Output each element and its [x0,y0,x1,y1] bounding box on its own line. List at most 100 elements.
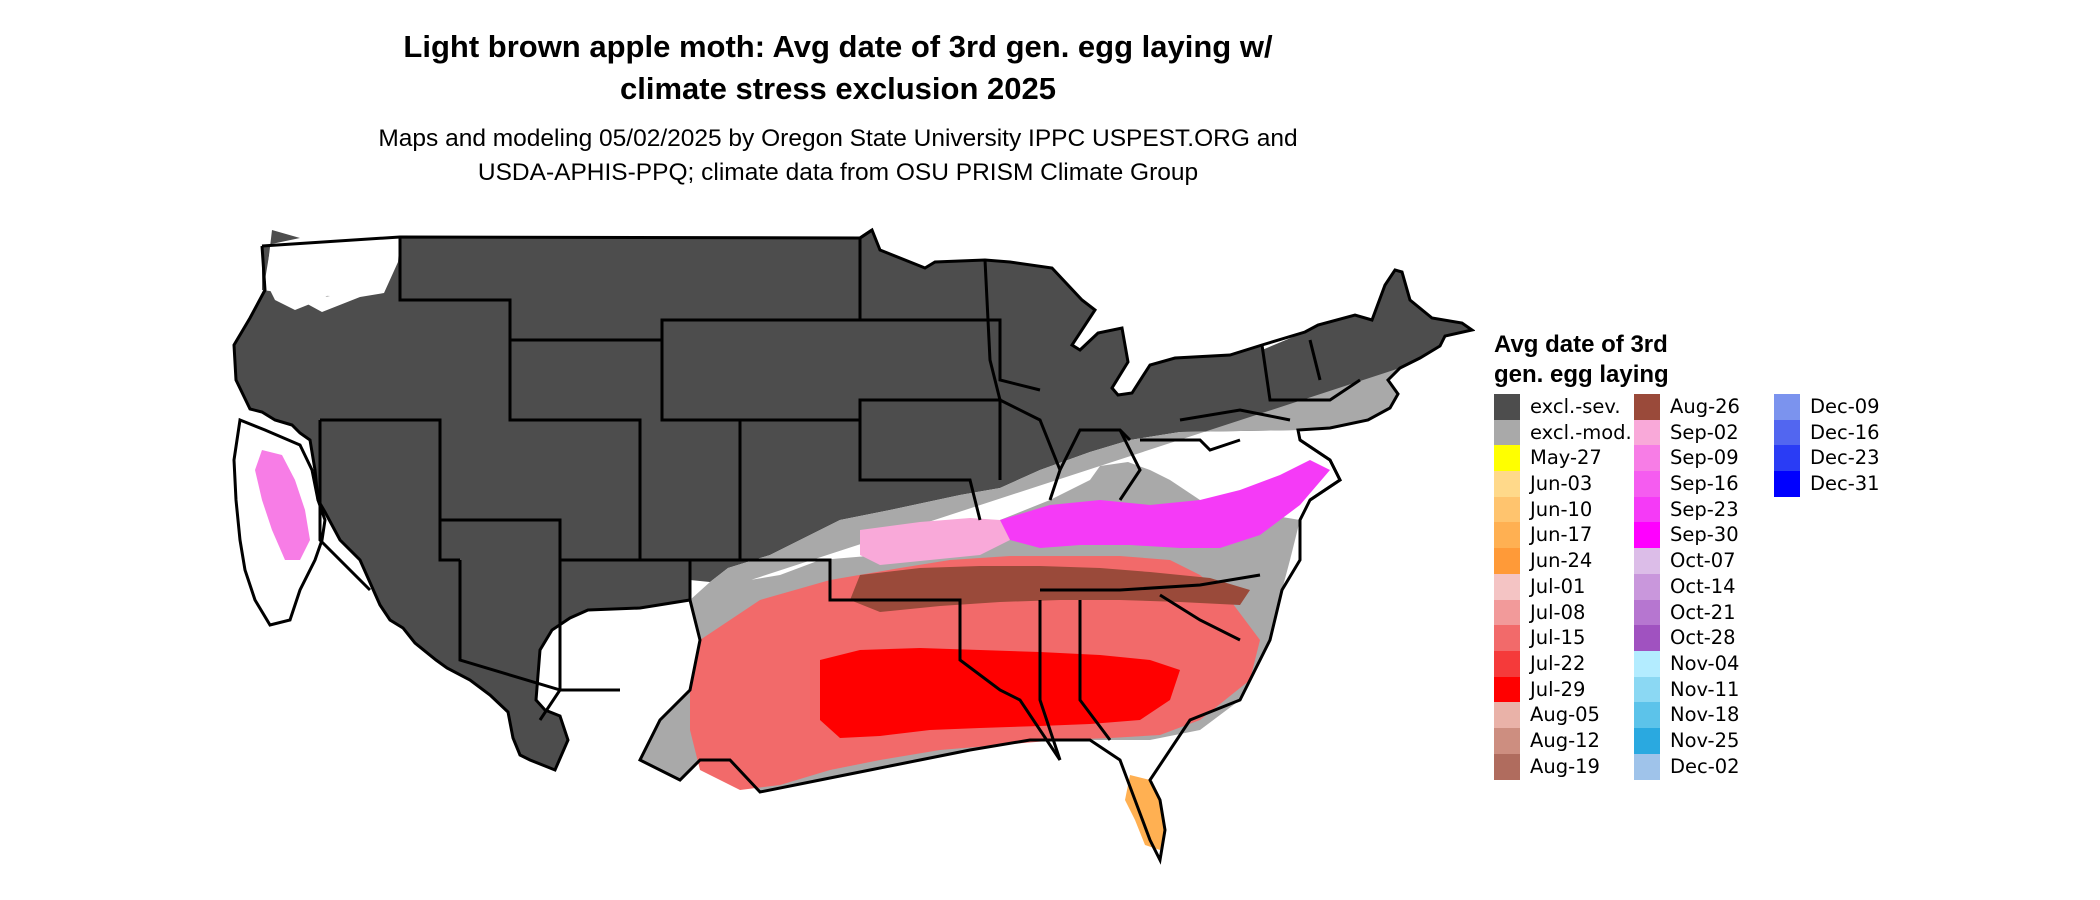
legend-swatch [1634,599,1660,626]
state-border-line [1308,339,1322,381]
legend-swatch [1634,702,1660,729]
state-border-line [1040,573,1261,592]
legend-label: Sep-30 [1670,523,1739,547]
legend-label: Oct-28 [1670,626,1736,650]
legend-swatch [1634,445,1660,472]
legend-label: Sep-02 [1670,420,1739,444]
legend-swatch [1634,650,1660,677]
map-subtitle-line-2: USDA-APHIS-PPQ; climate data from OSU PR… [477,159,1199,186]
legend-swatch [1634,625,1660,652]
legend-swatch [1494,419,1520,446]
legend-swatch [1494,496,1520,523]
legend-swatch [1494,650,1520,677]
legend-label: Nov-25 [1670,728,1740,752]
legend-label: Nov-18 [1670,703,1740,727]
legend-swatch [1634,676,1660,703]
state-border-line [958,625,1062,761]
state-border-line [440,518,640,562]
legend-label: Oct-21 [1670,600,1736,624]
legend-label: Aug-05 [1530,703,1600,727]
legend-label: excl.-sev. [1530,395,1621,418]
map-title-line-1: Light brown apple moth: Avg date of 3rd … [403,29,1273,64]
legend-swatch [1634,471,1660,498]
legend-label: Sep-23 [1670,497,1739,521]
legend-swatch [1774,471,1800,498]
legend-title-line-1: Avg date of 3rd [1494,331,1668,358]
legend-label: Nov-04 [1670,651,1740,675]
map-pink-band [860,518,1010,565]
map-subtitle-line-1: Maps and modeling 05/02/2025 by Oregon S… [378,125,1298,152]
legend-swatch [1634,522,1660,549]
legend-swatch [1634,419,1660,446]
state-border-line [740,418,982,521]
state-border-line [690,558,962,625]
state-border-line [983,259,1002,401]
map-title: Light brown apple moth: Avg date of 3rd … [0,26,1676,110]
legend-swatch [1634,496,1660,523]
legend-label: Aug-26 [1670,395,1740,418]
legend-swatch [1494,625,1520,652]
state-border-line [858,238,1041,392]
legend-swatch [1494,471,1520,498]
legend-label: Jul-29 [1530,677,1586,701]
legend-swatch [1774,419,1800,446]
legend-label: Jul-08 [1530,600,1586,624]
state-border-line [558,560,620,692]
map-florida-orange [1125,775,1165,850]
state-border-line [1159,593,1241,642]
legend-swatch [1774,394,1800,420]
legend-swatch [1634,573,1660,600]
legend-label: Jun-24 [1530,549,1593,573]
state-border-line [232,227,1475,865]
legend-label: Jun-17 [1530,523,1593,547]
legend-label: Jul-01 [1530,574,1586,598]
legend-title-line-2: gen. egg laying [1494,361,1669,388]
legend-label: excl.-mod. [1530,420,1632,444]
legend-swatch [1634,753,1660,780]
legend-swatch [1494,394,1520,420]
map-california-pink-ridge [255,450,310,560]
legend-swatch [1494,573,1520,600]
state-border-line [1058,428,1132,471]
state-border-line [1140,438,1241,452]
state-border-line [318,420,372,592]
legend-label: Dec-09 [1810,395,1880,418]
legend-swatch [1494,753,1520,780]
legend-label: Dec-02 [1670,754,1740,778]
legend-label: Jun-03 [1530,472,1593,496]
state-border-line [858,398,1002,480]
legend-swatch [1494,522,1520,549]
legend-swatch [1494,702,1520,729]
legend-label: Jun-10 [1530,497,1593,521]
legend-swatch [1634,548,1660,575]
legend-label: Sep-16 [1670,472,1739,496]
legend-label: Oct-14 [1670,574,1736,598]
legend-label: Dec-31 [1810,472,1880,496]
conus-landmass [232,230,1472,850]
map-subtitle: Maps and modeling 05/02/2025 by Oregon S… [0,122,1676,190]
state-border-line [320,418,460,562]
legend-label: Jul-15 [1530,626,1586,650]
map-washington-white [265,250,345,310]
legend-swatch [1494,727,1520,754]
state-border-line [458,560,563,721]
map-title-line-2: climate stress exclusion 2025 [620,71,1056,106]
legend-label: Aug-12 [1530,728,1600,752]
legend-swatch [1634,394,1660,420]
legend-label: Aug-19 [1530,754,1600,778]
state-borders [232,227,1475,865]
legend-label: Jul-22 [1530,651,1586,675]
state-border-line [660,340,742,600]
legend-swatch [1494,445,1520,472]
map-excluded-severe-region [234,230,1472,770]
legend-swatch [1774,445,1800,472]
us-map [232,227,1475,865]
state-border-line [1078,600,1112,741]
legend-swatch [1634,727,1660,754]
state-border-line [1118,429,1142,501]
map-magenta-band [1000,460,1330,548]
legend-label: Dec-23 [1810,446,1880,470]
state-border-line [1179,408,1291,422]
legend-swatch [1494,599,1520,626]
legend-label: Sep-09 [1670,446,1739,470]
